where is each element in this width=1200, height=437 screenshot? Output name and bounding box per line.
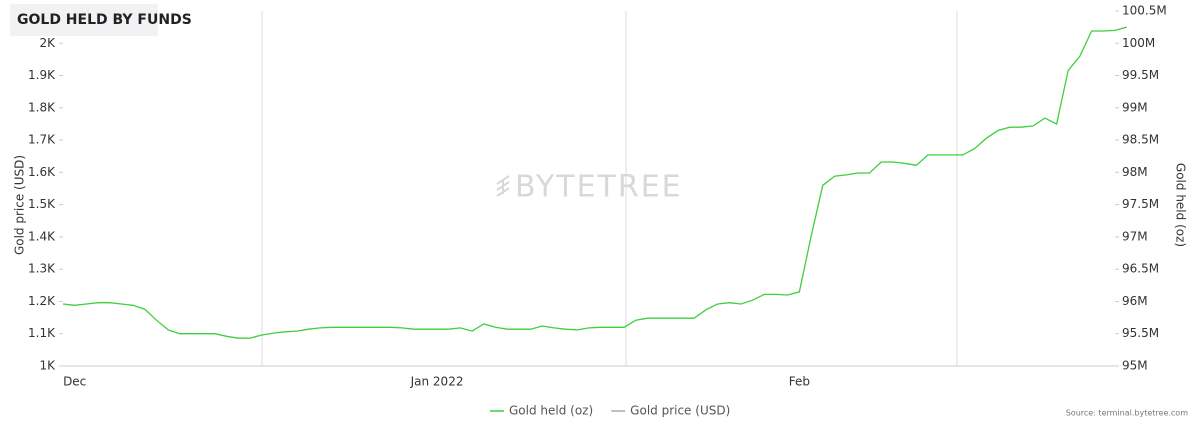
y2-axis-label: Gold held (oz) bbox=[1174, 163, 1188, 247]
y-tick-label: 1.4K bbox=[28, 229, 56, 243]
y2-tick-label: 98M bbox=[1122, 165, 1148, 179]
y2-tick-label: 96.5M bbox=[1122, 262, 1159, 276]
chart-title: GOLD HELD BY FUNDS bbox=[17, 12, 192, 28]
source: Source: terminal.bytetree.com bbox=[1066, 409, 1188, 418]
x-tick-label: Jan 2022 bbox=[410, 375, 464, 389]
y-tick-label: 1K bbox=[39, 359, 56, 373]
watermark: BYTETREE bbox=[515, 170, 683, 205]
y-tick-label: 1.8K bbox=[28, 100, 56, 114]
y2-tick-label: 99M bbox=[1122, 100, 1148, 114]
y2-tick-label: 95.5M bbox=[1122, 326, 1159, 340]
y2-tick-label: 98.5M bbox=[1122, 133, 1159, 147]
title-box bbox=[10, 4, 158, 36]
y2-tick-label: 95M bbox=[1122, 359, 1148, 373]
y2-tick-label: 97.5M bbox=[1122, 197, 1159, 211]
watermark-icon bbox=[496, 175, 510, 197]
data-line bbox=[62, 26, 1127, 339]
y2-tick-label: 100.5M bbox=[1122, 4, 1167, 18]
y2-tick-label: 100M bbox=[1122, 36, 1155, 50]
y-tick-label: 1.9K bbox=[28, 68, 56, 82]
x-tick-label: Dec bbox=[63, 375, 86, 389]
y-tick-label: 1.6K bbox=[28, 165, 56, 179]
y2-tick-label: 96M bbox=[1122, 294, 1148, 308]
x-tick-label: Feb bbox=[789, 375, 810, 389]
y-tick-label: 1.3K bbox=[28, 262, 56, 276]
y-tick-label: 1.1K bbox=[28, 326, 56, 340]
y2-tick-label: 97M bbox=[1122, 229, 1148, 243]
y2-tick-label: 99.5M bbox=[1122, 68, 1159, 82]
legend-label: Gold price (USD) bbox=[630, 404, 730, 418]
y-tick-label: 1.7K bbox=[28, 133, 56, 147]
legend-label: Gold held (oz) bbox=[509, 404, 593, 418]
y-tick-label: 1.2K bbox=[28, 294, 56, 308]
y-tick-label: 1.5K bbox=[28, 197, 56, 211]
y-tick-label: 2K bbox=[39, 36, 56, 50]
y-axis-label: Gold price (USD) bbox=[13, 155, 27, 255]
